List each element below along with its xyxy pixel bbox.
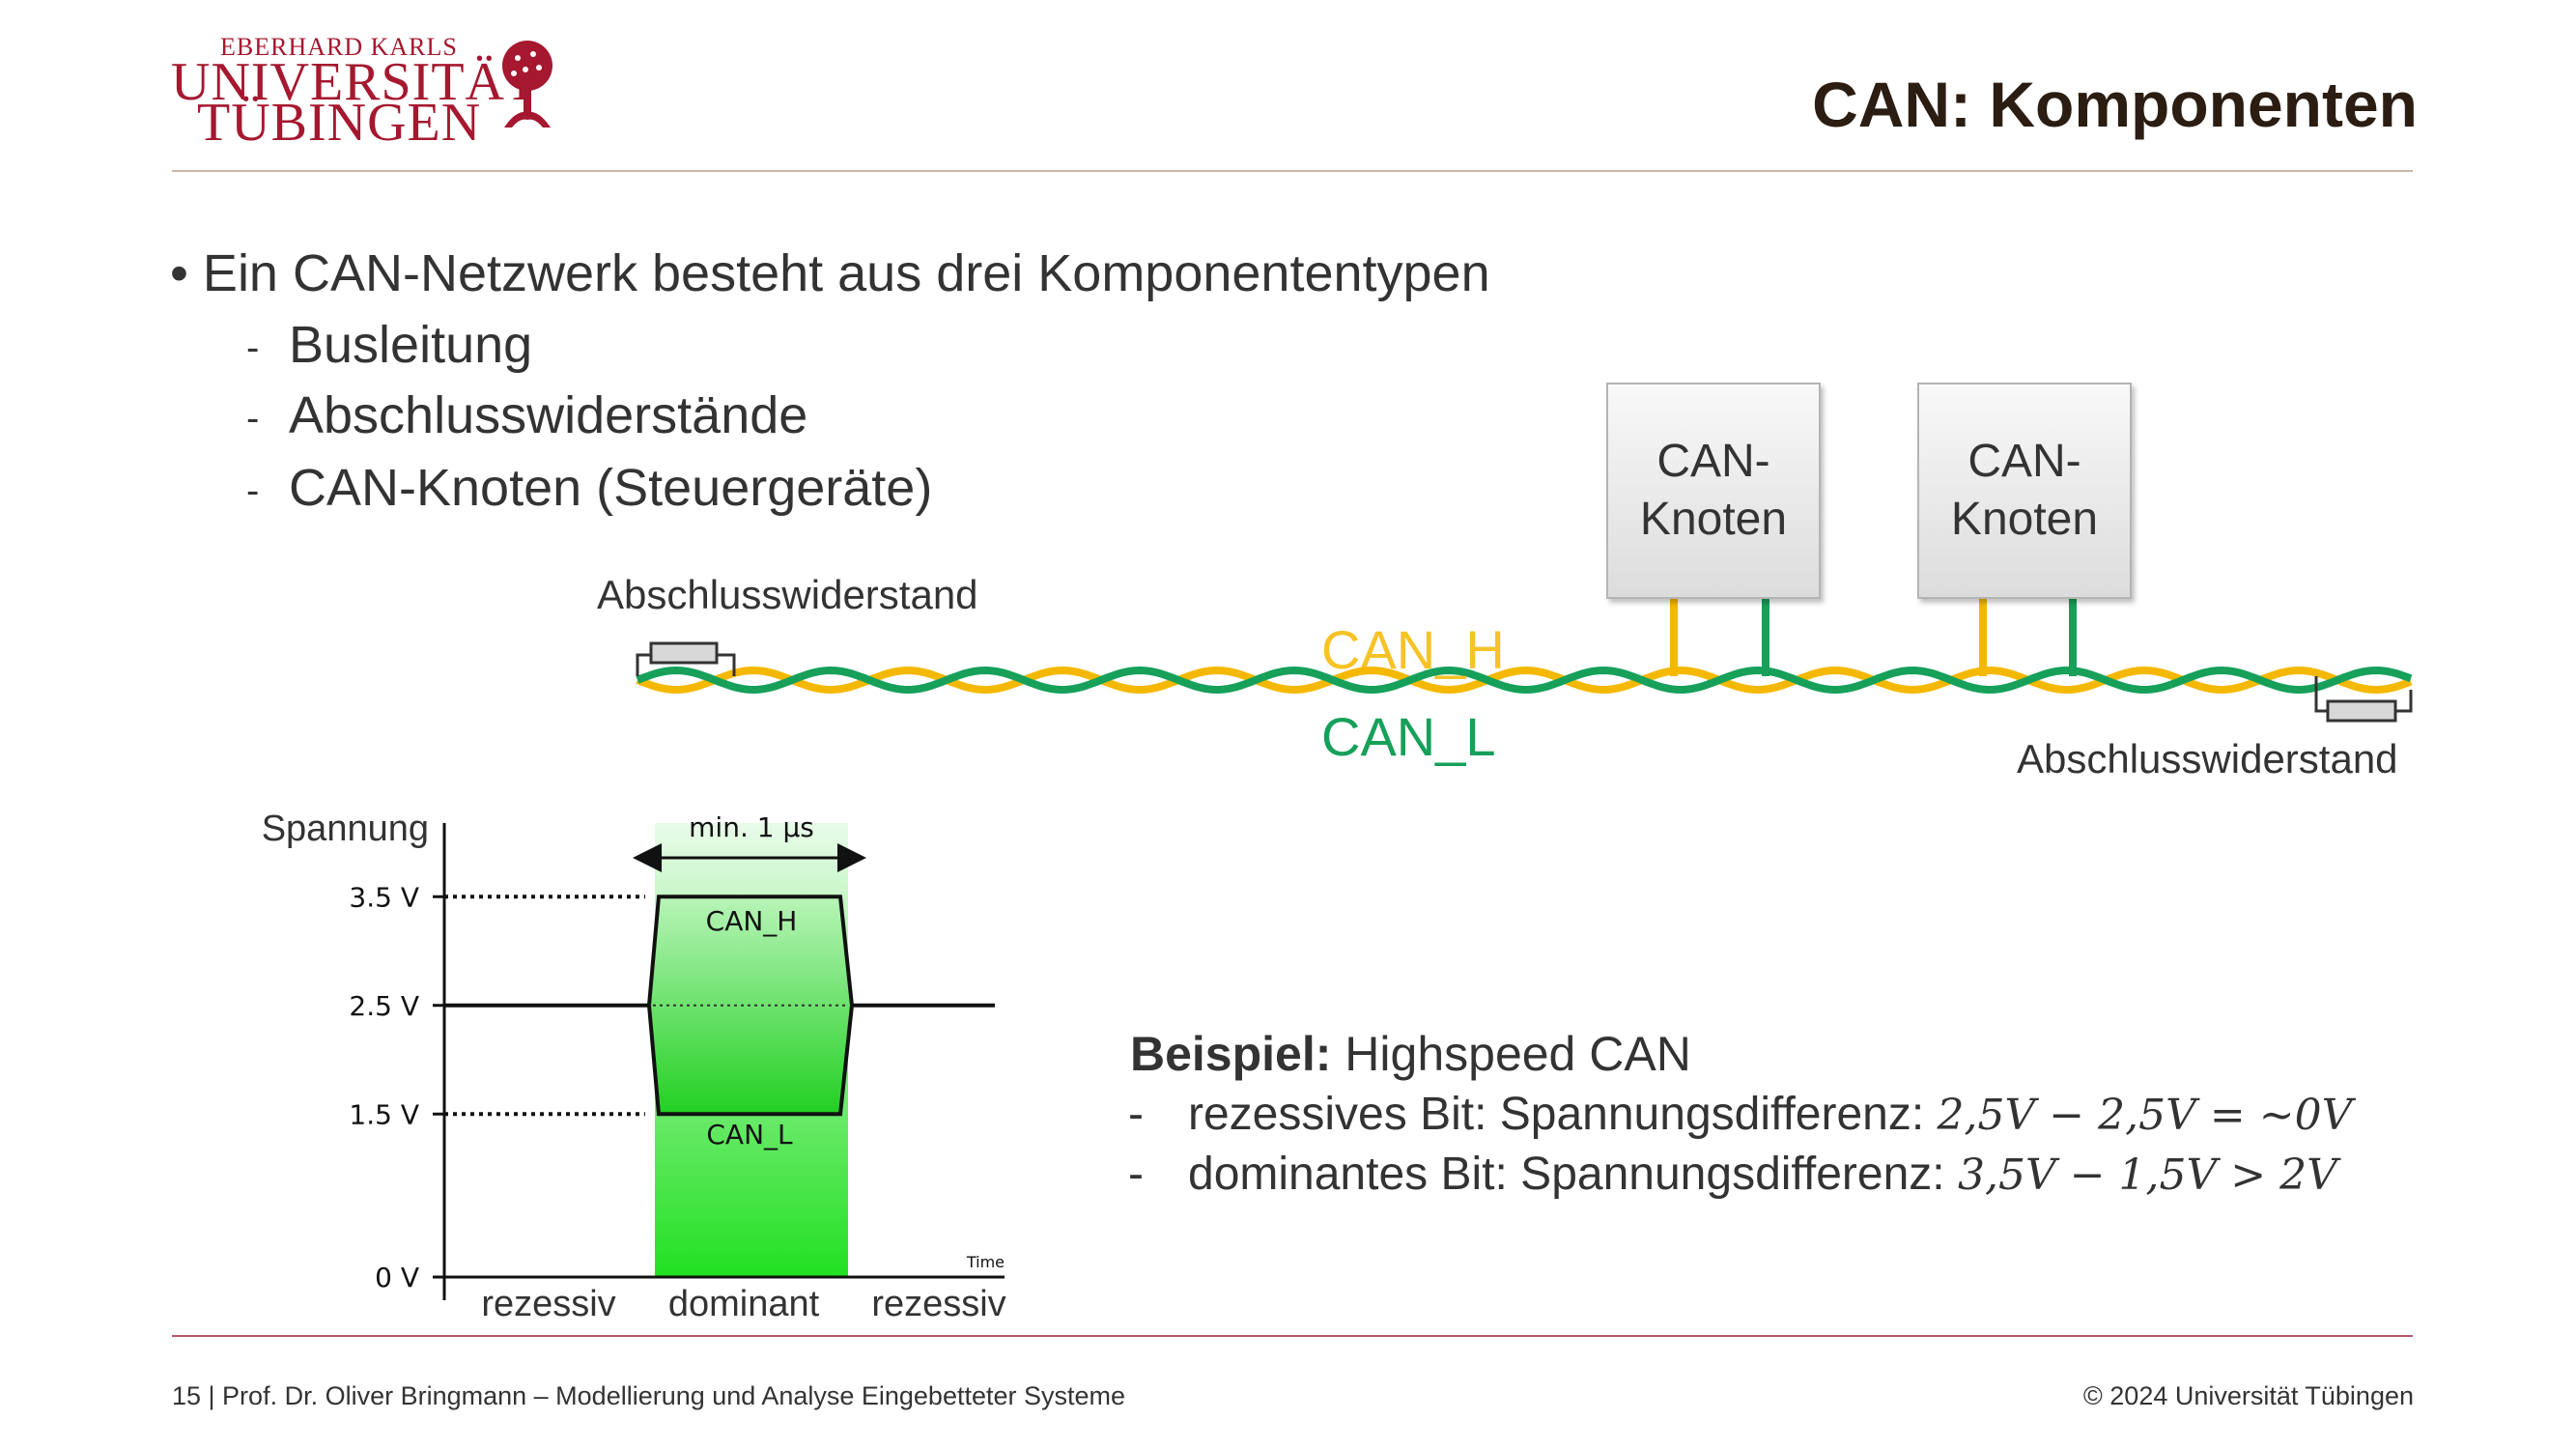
footer-right: © 2024 Universität Tübingen <box>2082 1381 2414 1410</box>
logo-line-2: UNIVERSITÄT <box>171 52 540 112</box>
sub-bullet-3: - CAN-Knoten (Steuergeräte) <box>246 459 933 517</box>
phase-label-2: dominant <box>668 1284 820 1324</box>
x-axis-label: Time <box>966 1253 1005 1271</box>
example-line-2-dash: - <box>1128 1149 1144 1200</box>
header-divider <box>172 170 2413 172</box>
sub-bullet-3-text: CAN-Knoten (Steuergeräte) <box>289 459 933 517</box>
can-h-label: CAN_H <box>1321 619 1505 680</box>
example-title: Beispiel: Highspeed CAN <box>1130 1026 1691 1082</box>
sub-bullet-2-text: Abschlusswiderstände <box>289 386 808 444</box>
y-tick-label: 2.5 V <box>349 990 419 1022</box>
can-h-signal <box>647 895 854 1006</box>
example-line-2: - dominantes Bit: Spannungsdifferenz: 3,5… <box>1128 1148 2337 1201</box>
sub-bullet-1: - Busleitung <box>246 316 533 374</box>
phase-label-1: rezessiv <box>481 1284 615 1324</box>
example-line-1-dash: - <box>1128 1089 1144 1140</box>
bullet-main-text: Ein CAN-Netzwerk besteht aus drei Kompon… <box>202 244 1490 302</box>
footer-left: 15 | Prof. Dr. Oliver Bringmann – Modell… <box>172 1381 1126 1410</box>
dominant-can-l-label: CAN_L <box>706 1119 793 1151</box>
can-node-1-line2: Knoten <box>1639 494 1788 545</box>
y-tick-label: 0 V <box>375 1262 419 1293</box>
logo-line-1: EBERHARD KARLS <box>220 33 458 61</box>
y-tick-label: 3.5 V <box>349 881 419 913</box>
can-node-1-line1: CAN- <box>1656 436 1770 487</box>
y-axis-label: Spannung <box>262 809 429 849</box>
example-line-2-text: dominantes Bit: Spannungsdifferenz: <box>1188 1149 1958 1200</box>
termination-label-left: Abschlusswiderstand <box>597 572 978 617</box>
y-tick-label: 1.5 V <box>349 1098 419 1130</box>
sub-bullet-1-text: Busleitung <box>289 316 533 374</box>
footer-divider <box>172 1335 2413 1337</box>
can-node-2-line1: CAN- <box>1967 436 2081 487</box>
example-line-1: - rezessives Bit: Spannungsdifferenz: 2,5… <box>1128 1088 2352 1141</box>
termination-label-right: Abschlusswiderstand <box>2017 736 2398 781</box>
example-title-bold: Beispiel: <box>1130 1027 1332 1081</box>
sub-bullet-2: - Abschlusswiderstände <box>246 386 808 444</box>
phase-label-3: rezessiv <box>871 1284 1005 1324</box>
termination-resistor-left <box>636 641 736 676</box>
page-title: CAN: Komponenten <box>1812 69 2418 140</box>
logo-line-3: TÜBINGEN <box>197 93 482 153</box>
example-line-1-text: rezessives Bit: Spannungsdifferenz: <box>1188 1089 1938 1140</box>
dominant-can-h-label: CAN_H <box>706 905 798 937</box>
can-h-wire <box>636 666 2413 695</box>
bullet-main: • Ein CAN-Netzwerk besteht aus drei Komp… <box>170 244 1490 302</box>
university-tree-icon <box>502 41 552 128</box>
can-l-signal <box>647 1005 854 1117</box>
can-node-2: CAN- Knoten <box>1917 383 2132 599</box>
example-line-2-math: 3,5V − 1,5V > 2V <box>1957 1151 2337 1200</box>
can-l-label: CAN_L <box>1321 706 1496 767</box>
termination-resistor-right <box>2314 676 2413 723</box>
can-l-wire <box>636 666 2413 695</box>
example-title-rest: Highspeed CAN <box>1331 1027 1691 1081</box>
example-line-1-math: 2,5V − 2,5V = ~0V <box>1937 1091 2353 1140</box>
min-duration-label: min. 1 µs <box>689 811 814 843</box>
can-node-1: CAN- Knoten <box>1606 383 1821 599</box>
can-node-2-line2: Knoten <box>1950 494 2099 545</box>
